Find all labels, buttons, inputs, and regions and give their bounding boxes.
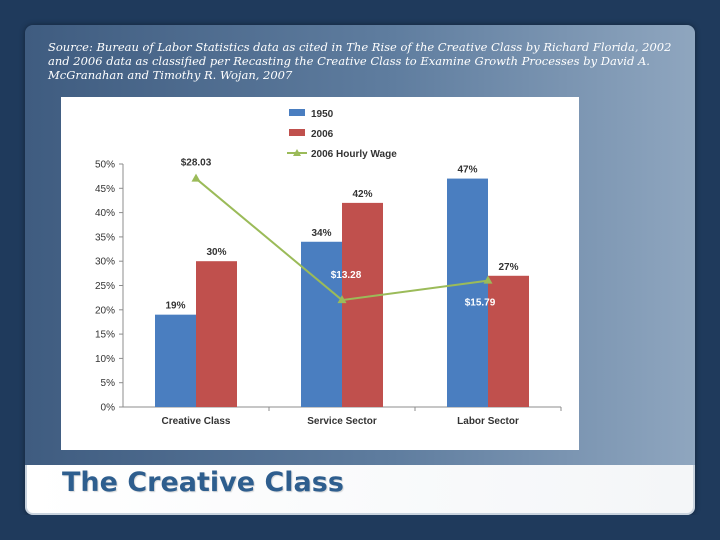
category-label: Labor Sector: [457, 416, 519, 427]
slide-title: The Creative Class: [62, 467, 344, 498]
y-tick-label: 20%: [95, 305, 115, 316]
bar-label: 27%: [498, 262, 518, 273]
legend-swatch: [289, 109, 305, 116]
bar-label: 34%: [311, 228, 331, 239]
wage-label: $13.28: [331, 270, 362, 281]
y-tick-label: 15%: [95, 330, 115, 341]
category-label: Creative Class: [162, 416, 231, 427]
bar-label: 47%: [457, 165, 477, 176]
y-tick-label: 0%: [101, 403, 116, 414]
bottom-strip: [0, 515, 720, 540]
wage-label: $28.03: [181, 158, 212, 169]
y-tick-label: 45%: [95, 184, 115, 195]
bar-label: 30%: [206, 247, 226, 258]
title-bar: [25, 465, 695, 515]
bar: [301, 241, 342, 407]
bar: [342, 202, 383, 407]
bar: [155, 314, 196, 407]
category-label: Service Sector: [307, 416, 377, 427]
wage-label: $15.79: [465, 298, 496, 309]
bar: [196, 261, 237, 407]
legend-swatch: [289, 129, 305, 136]
legend-label: 2006: [311, 129, 334, 140]
y-tick-label: 50%: [95, 160, 115, 171]
bar-label: 42%: [352, 189, 372, 200]
y-tick-label: 5%: [101, 378, 116, 389]
y-tick-label: 30%: [95, 257, 115, 268]
legend-label: 2006 Hourly Wage: [311, 149, 397, 160]
wage-marker: [483, 275, 493, 284]
y-tick-label: 35%: [95, 232, 115, 243]
bar: [447, 178, 488, 407]
y-tick-label: 40%: [95, 208, 115, 219]
bar: [488, 275, 529, 407]
y-tick-label: 10%: [95, 354, 115, 365]
source-note: Source: Bureau of Labor Statistics data …: [48, 40, 672, 82]
bar-label: 19%: [165, 301, 185, 312]
legend-label: 1950: [311, 109, 334, 120]
legend-marker: [293, 149, 301, 156]
wage-marker: [191, 173, 201, 182]
wage-marker: [337, 295, 347, 304]
y-tick-label: 25%: [95, 281, 115, 292]
chart: 1950 2006 2006 Hourly Wage 0% 5% 10% 15% 20% 25%…: [95, 109, 562, 427]
chart-card: 1950 2006 2006 Hourly Wage 0% 5% 10% 15% 20% 25%…: [61, 97, 579, 450]
